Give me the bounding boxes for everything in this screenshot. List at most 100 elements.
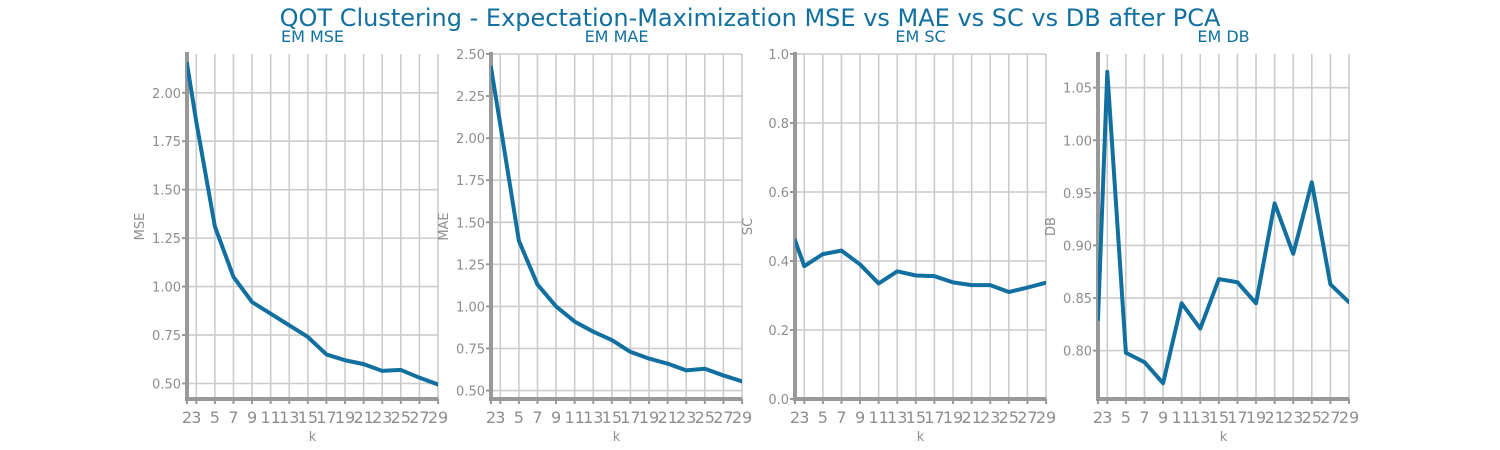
x-tick-label: 19	[335, 408, 355, 427]
x-tick-label: 19	[639, 408, 659, 427]
x-tick-label: 7	[1139, 408, 1149, 427]
subplot-title: EM SC	[895, 27, 945, 46]
y-tick-label: 2.00	[456, 132, 485, 147]
y-tick-label: 0.90	[1063, 239, 1092, 254]
x-tick-label: 11	[1171, 408, 1191, 427]
subplot-db: 0.800.850.900.951.001.052 3 5 7 9 11131517192…	[1044, 27, 1359, 445]
y-tick-label: 1.75	[456, 174, 485, 189]
y-tick-label: 0.95	[1063, 187, 1092, 202]
x-tick-label: 23	[676, 408, 696, 427]
y-tick-label: 1.0	[768, 48, 789, 63]
x-tick-label: 15	[906, 408, 926, 427]
y-tick-label: 1.00	[456, 300, 485, 315]
x-tick-label: 13	[1190, 408, 1210, 427]
x-tick-label: 27	[1017, 408, 1037, 427]
x-tick-label: 3	[799, 408, 809, 427]
series-line	[187, 61, 438, 387]
x-tick-label: 27	[1320, 408, 1340, 427]
x-tick-label: 3	[1102, 408, 1112, 427]
y-axis-label: MAE	[437, 212, 452, 240]
x-tick-label: 15	[602, 408, 622, 427]
x-tick-label: 3	[495, 408, 505, 427]
x-tick-label: 17	[924, 408, 944, 427]
y-tick-label: 1.05	[1063, 82, 1092, 97]
x-tick-label: 5	[210, 408, 220, 427]
x-tick-label: 11	[260, 408, 280, 427]
y-tick-label: 2.25	[456, 90, 485, 105]
x-tick-label: 13	[583, 408, 603, 427]
x-tick-label: 21	[657, 408, 677, 427]
x-tick-label: 29	[1339, 408, 1359, 427]
x-tick-label: 7	[836, 408, 846, 427]
y-tick-label: 2.50	[456, 48, 485, 63]
x-tick-label: 7	[228, 408, 238, 427]
series-line	[1098, 69, 1349, 386]
x-tick-label: 29	[732, 408, 752, 427]
y-tick-label: 0.50	[152, 377, 181, 392]
y-tick-label: 1.25	[152, 232, 181, 247]
y-tick-label: 1.75	[152, 135, 181, 150]
x-tick-label: 2	[790, 408, 800, 427]
x-tick-label: 25	[695, 408, 715, 427]
y-tick-label: 1.25	[456, 258, 485, 273]
x-tick-label: 17	[620, 408, 640, 427]
y-tick-label: 0.50	[456, 385, 485, 400]
x-tick-label: 29	[1036, 408, 1056, 427]
x-tick-label: 17	[316, 408, 336, 427]
y-tick-label: 2.00	[152, 87, 181, 102]
subplot-title: EM MAE	[585, 27, 649, 46]
subplot-mae: 0.500.751.001.251.501.752.002.252.502 3 5 7…	[437, 27, 752, 445]
x-tick-label: 19	[943, 408, 963, 427]
x-tick-label: 23	[1283, 408, 1303, 427]
x-tick-label: 7	[532, 408, 542, 427]
x-tick-label: 21	[961, 408, 981, 427]
x-tick-label: 17	[1227, 408, 1247, 427]
y-axis-label: MSE	[133, 213, 148, 241]
series-line	[795, 238, 1046, 295]
x-tick-label: 11	[564, 408, 584, 427]
x-tick-label: 3	[191, 408, 201, 427]
x-tick-label: 15	[1209, 408, 1229, 427]
x-tick-label: 29	[428, 408, 448, 427]
y-axis-label: DB	[1044, 217, 1059, 236]
x-tick-label: 23	[980, 408, 1000, 427]
subplot-sc: 0.00.20.40.60.81.02 3 5 7 9 11131517192123252…	[741, 27, 1056, 445]
x-tick-label: 25	[391, 408, 411, 427]
x-tick-label: 25	[999, 408, 1019, 427]
x-tick-label: 21	[353, 408, 373, 427]
x-axis-label: k	[309, 430, 317, 445]
x-tick-label: 9	[551, 408, 561, 427]
x-axis-label: k	[917, 430, 925, 445]
series-line	[491, 65, 742, 384]
x-axis-label: k	[1220, 430, 1228, 445]
x-tick-label: 2	[1093, 408, 1103, 427]
x-axis-label: k	[613, 430, 621, 445]
y-tick-label: 1.00	[1063, 134, 1092, 149]
y-axis-label: SC	[741, 218, 756, 235]
x-tick-label: 5	[818, 408, 828, 427]
x-tick-label: 2	[486, 408, 496, 427]
x-tick-label: 19	[1246, 408, 1266, 427]
x-tick-label: 11	[868, 408, 888, 427]
y-tick-label: 0.4	[768, 255, 789, 270]
x-tick-label: 23	[372, 408, 392, 427]
subplot-mse: 0.500.751.001.251.501.752.002 3 5 7 9 1113151…	[133, 27, 448, 445]
x-tick-label: 5	[1121, 408, 1131, 427]
x-tick-label: 9	[1158, 408, 1168, 427]
y-tick-label: 0.6	[768, 186, 789, 201]
x-tick-label: 27	[713, 408, 733, 427]
x-tick-label: 13	[279, 408, 299, 427]
y-tick-label: 0.80	[1063, 345, 1092, 360]
x-tick-label: 9	[247, 408, 257, 427]
y-tick-label: 0.75	[456, 343, 485, 358]
x-tick-label: 5	[514, 408, 524, 427]
x-tick-label: 21	[1264, 408, 1284, 427]
x-tick-label: 27	[409, 408, 429, 427]
y-tick-label: 1.50	[152, 184, 181, 199]
y-tick-label: 0.85	[1063, 292, 1092, 307]
y-tick-label: 0.2	[768, 324, 789, 339]
subplot-title: EM MSE	[281, 27, 344, 46]
y-tick-label: 0.0	[768, 393, 789, 408]
y-tick-label: 0.8	[768, 117, 789, 132]
